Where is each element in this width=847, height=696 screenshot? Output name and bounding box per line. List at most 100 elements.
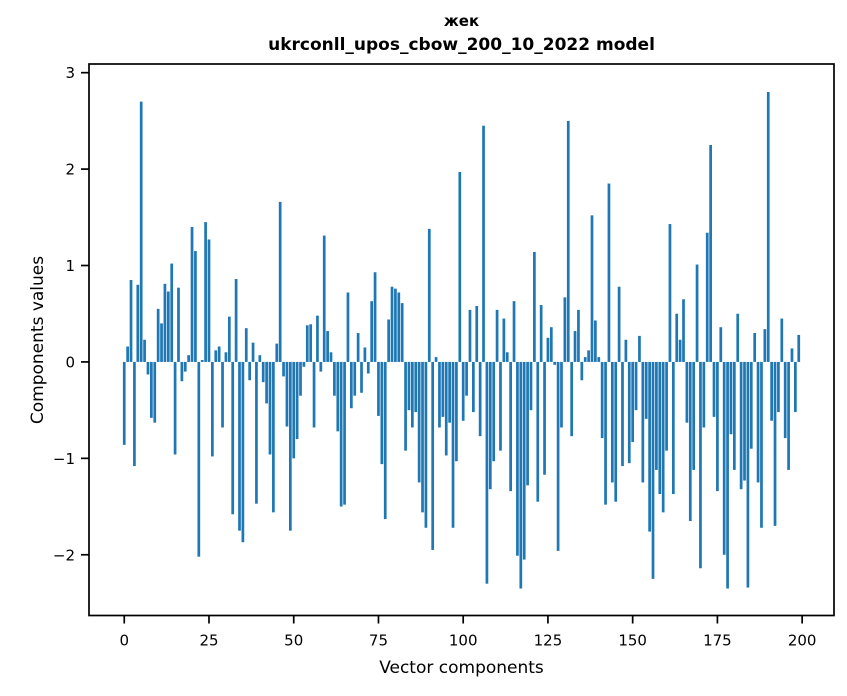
bar bbox=[309, 324, 313, 362]
bar bbox=[655, 361, 658, 470]
bar bbox=[221, 361, 224, 428]
bar bbox=[139, 101, 143, 362]
bar bbox=[570, 361, 574, 437]
bar bbox=[516, 361, 519, 556]
bar bbox=[505, 352, 509, 362]
bar bbox=[322, 235, 326, 362]
bar bbox=[183, 361, 187, 372]
bar bbox=[638, 335, 641, 362]
bar bbox=[377, 361, 380, 416]
bar bbox=[272, 361, 275, 513]
bar bbox=[302, 361, 306, 367]
bar bbox=[448, 361, 451, 423]
bar bbox=[536, 361, 540, 502]
bar bbox=[627, 361, 631, 464]
chart-subtitle: ukrconll_upos_cbow_200_10_2022 model bbox=[268, 35, 655, 55]
bar bbox=[397, 292, 401, 362]
bar bbox=[509, 361, 512, 492]
bar bbox=[783, 361, 787, 439]
bar bbox=[563, 297, 567, 362]
bar bbox=[292, 361, 296, 459]
bar bbox=[177, 287, 180, 362]
bar bbox=[560, 361, 563, 428]
bar bbox=[577, 309, 580, 362]
bar bbox=[614, 361, 618, 502]
bar bbox=[472, 361, 475, 413]
bar bbox=[122, 361, 126, 445]
bar bbox=[543, 361, 546, 475]
bar bbox=[360, 361, 363, 393]
bar bbox=[427, 228, 431, 362]
bar bbox=[417, 361, 421, 483]
y-tick-label: 3 bbox=[65, 64, 75, 82]
bar bbox=[675, 313, 679, 362]
bar bbox=[590, 215, 594, 362]
bar bbox=[241, 361, 245, 543]
bar bbox=[133, 361, 136, 467]
bar bbox=[766, 91, 770, 362]
bar bbox=[746, 361, 750, 588]
bar bbox=[305, 325, 309, 362]
x-tick-label: 50 bbox=[284, 632, 303, 650]
bar bbox=[156, 308, 160, 362]
bar bbox=[285, 361, 289, 427]
bar bbox=[760, 361, 763, 528]
y-tick-label: −1 bbox=[53, 450, 75, 468]
bar bbox=[502, 318, 506, 362]
bar bbox=[207, 239, 211, 362]
bar bbox=[380, 361, 384, 465]
bar bbox=[610, 361, 614, 483]
bar bbox=[414, 361, 418, 413]
x-tick-label: 125 bbox=[534, 632, 563, 650]
bar bbox=[349, 361, 353, 409]
bar bbox=[424, 361, 428, 528]
bar bbox=[770, 361, 773, 421]
bar bbox=[583, 357, 587, 362]
bar bbox=[160, 323, 163, 362]
bar bbox=[217, 346, 221, 362]
bar bbox=[648, 361, 651, 532]
bar bbox=[387, 319, 390, 362]
bar bbox=[763, 329, 767, 362]
bar bbox=[180, 361, 184, 382]
bar bbox=[699, 361, 702, 569]
bar bbox=[255, 361, 258, 504]
bar bbox=[224, 352, 228, 362]
bar bbox=[719, 327, 723, 362]
bar bbox=[173, 361, 177, 455]
bar bbox=[526, 361, 529, 486]
bar bbox=[455, 361, 458, 462]
chart-title: жек bbox=[443, 12, 480, 30]
x-axis-label: Vector components bbox=[379, 658, 544, 678]
bars-layer bbox=[122, 91, 801, 589]
bar bbox=[166, 291, 170, 362]
bar bbox=[214, 350, 218, 362]
bar bbox=[438, 361, 441, 428]
bar bbox=[658, 361, 662, 495]
bar bbox=[499, 361, 502, 451]
bar bbox=[404, 361, 407, 451]
bar bbox=[163, 283, 167, 362]
bar bbox=[661, 361, 665, 513]
bar bbox=[709, 144, 712, 362]
bar bbox=[522, 361, 526, 560]
bar bbox=[797, 334, 801, 362]
bar bbox=[329, 352, 333, 362]
bar bbox=[580, 361, 584, 381]
bar bbox=[400, 303, 404, 362]
axes-layer: 0 25 50 75 100 125 150 175 200 3 2 1 0 −1 −2 bbox=[53, 63, 835, 650]
x-tick-label: 175 bbox=[703, 632, 732, 650]
bar bbox=[671, 361, 675, 495]
x-tick-label: 150 bbox=[618, 632, 647, 650]
bar bbox=[478, 361, 482, 437]
bar bbox=[597, 357, 601, 362]
bar bbox=[736, 313, 740, 362]
x-tick-label: 25 bbox=[199, 632, 218, 650]
bar bbox=[794, 361, 797, 413]
bar bbox=[488, 361, 492, 490]
bar bbox=[248, 361, 252, 381]
bar bbox=[434, 357, 438, 362]
bar bbox=[129, 279, 133, 362]
bar bbox=[150, 361, 153, 418]
